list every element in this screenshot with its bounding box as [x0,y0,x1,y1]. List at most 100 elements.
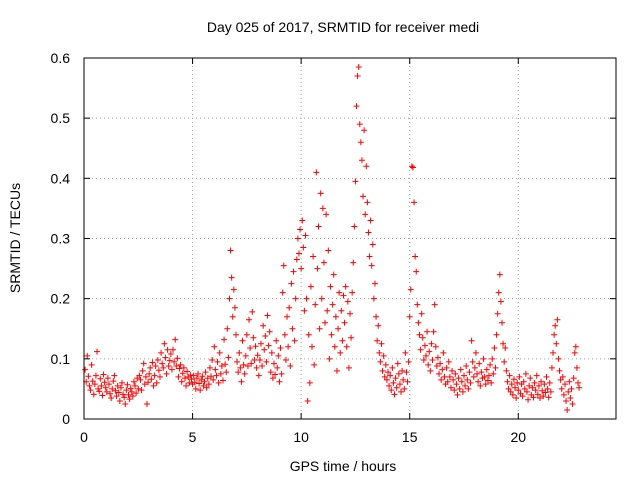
data-point [99,392,106,399]
data-point [455,375,462,382]
data-point [272,371,279,378]
data-point [434,354,441,361]
data-point [529,384,536,391]
data-point [105,381,112,388]
data-point [336,289,343,296]
data-point [514,379,521,386]
data-point [531,379,538,386]
data-point [148,376,155,383]
data-point [109,385,116,392]
data-point [286,304,293,311]
data-point [218,363,225,370]
data-point [174,355,181,362]
data-point [425,361,432,368]
data-point [494,310,501,317]
data-point [386,382,393,389]
data-point [229,313,236,320]
data-point [357,139,364,146]
data-point [227,247,234,254]
data-point [391,391,398,398]
data-point [210,376,217,383]
data-point [462,382,469,389]
data-point [394,360,401,367]
data-point [467,379,474,386]
data-point [358,157,365,164]
data-point [239,337,246,344]
data-point [544,385,551,392]
data-point [315,223,322,230]
data-point [151,372,158,379]
data-point [347,310,353,317]
data-point [564,406,571,413]
data-point [389,364,396,371]
data-point [388,387,395,394]
data-point [436,370,443,377]
data-point [240,361,247,368]
data-point [278,370,285,377]
data-point [89,378,96,385]
data-point [101,379,108,386]
data-point [168,366,175,373]
x-tick-label: 20 [510,429,526,445]
y-tick-label: 0.3 [51,231,71,247]
data-point [352,178,359,185]
data-point [539,387,546,394]
data-point [143,400,150,407]
data-point [223,369,230,376]
data-point [569,400,576,407]
data-point [363,163,370,170]
data-point [348,334,355,341]
x-tick-label: 15 [402,429,418,445]
data-point [246,316,253,323]
data-point [247,345,254,352]
data-point [451,387,458,394]
data-point [188,376,195,383]
data-point [438,376,445,383]
data-point [115,389,122,396]
data-point [387,372,394,379]
data-point [345,364,352,371]
data-point [571,349,578,356]
data-point [497,298,504,305]
data-point [419,334,426,341]
data-point [439,366,446,373]
data-point [405,358,412,365]
data-point [575,379,581,386]
data-point [445,358,452,365]
data-point [120,391,127,398]
data-point [274,364,281,371]
data-point [399,367,406,374]
data-point [108,394,115,401]
data-point [441,373,448,380]
data-point [559,373,566,380]
data-point [178,378,185,385]
data-point [221,336,228,343]
data-point [304,397,311,404]
data-point [290,268,297,275]
data-point [521,385,528,392]
data-point [471,364,478,371]
data-point [535,382,542,389]
data-points [82,64,583,413]
data-point [301,307,308,314]
data-point [380,352,387,359]
data-point [172,336,179,343]
data-point [85,373,92,380]
data-point [253,364,260,371]
data-point [291,337,298,344]
axis-ticks [83,57,616,420]
data-point [533,372,540,379]
data-point [112,387,119,394]
data-point [197,387,204,394]
data-point [418,310,425,317]
x-tick-labels: 0 5 10 15 20 [80,429,526,445]
data-point [355,64,362,71]
data-point [431,301,438,308]
data-point [490,370,497,377]
data-point [303,295,310,302]
data-point [216,349,223,356]
data-point [534,391,541,398]
data-point [133,390,140,397]
data-point [370,295,377,302]
data-point [150,382,157,389]
